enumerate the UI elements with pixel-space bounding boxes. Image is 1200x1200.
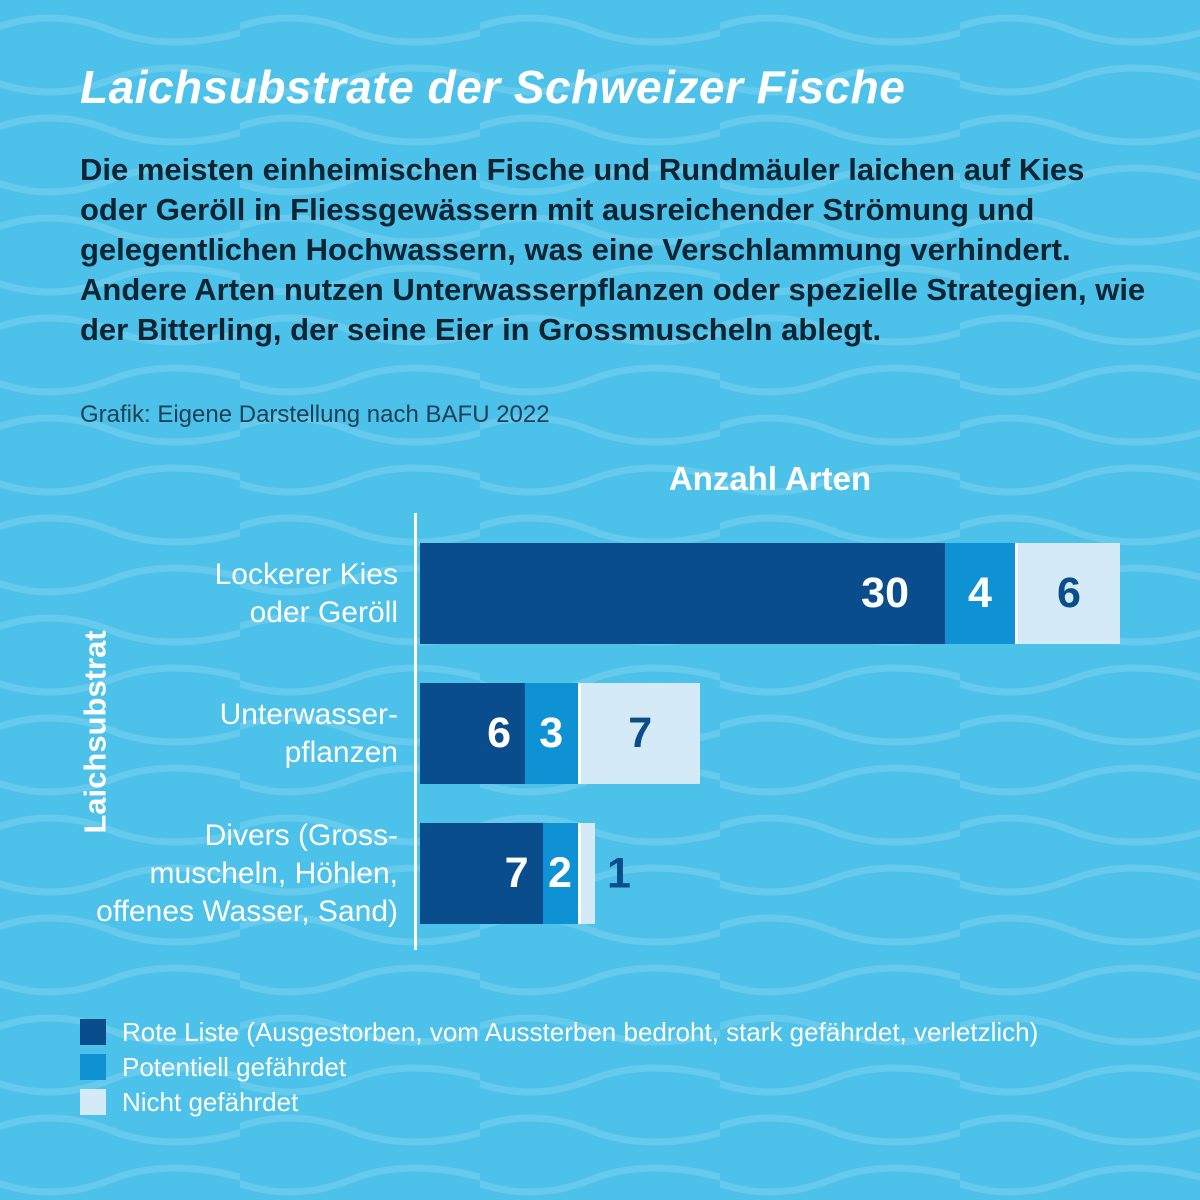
bar-segment: 30 [420, 543, 945, 644]
value-label-outside: 1 [607, 849, 631, 897]
legend-swatch [80, 1054, 106, 1080]
chart-row: Lockerer Kies oder Geröll 30 4 6 [0, 543, 1200, 644]
value-label: 4 [968, 569, 992, 617]
bar-segment [577, 823, 595, 924]
chart-row: Unterwasser- pflanzen 6 3 7 [0, 683, 1200, 784]
chart-row: Divers (Gross- muscheln, Höhlen, offenes… [0, 819, 1200, 928]
category-label: Divers (Gross- muscheln, Höhlen, offenes… [96, 818, 398, 928]
legend-item: Potentiell gefährdet [80, 1051, 1038, 1082]
legend-label: Potentiell gefährdet [122, 1051, 347, 1082]
legend-label: Rote Liste (Ausgestorben, vom Aussterben… [122, 1016, 1039, 1047]
stacked-bar: 30 4 6 [420, 543, 1120, 644]
bar-segment: 3 [525, 683, 578, 784]
category-label: Lockerer Kies oder Geröll [214, 557, 398, 629]
value-label: 2 [548, 849, 572, 897]
bar-segment: 7 [420, 823, 543, 924]
value-label: 7 [628, 709, 653, 757]
bar-segment: 2 [542, 823, 578, 924]
value-label: 3 [539, 709, 564, 757]
legend-item: Nicht gefährdet [80, 1086, 1038, 1117]
value-label: 6 [487, 709, 511, 757]
bar-segment: 6 [1015, 543, 1120, 644]
value-label: 6 [1057, 569, 1081, 617]
value-label: 7 [504, 849, 529, 897]
legend-label: Nicht gefährdet [122, 1086, 299, 1117]
legend-swatch [80, 1019, 106, 1045]
page-title: Laichsubstrate der Schweizer Fische [80, 61, 906, 113]
bar-segment: 7 [577, 683, 700, 784]
bar-segment: 6 [420, 683, 525, 784]
y-axis-line [414, 513, 417, 950]
x-axis-title: Anzahl Arten [668, 460, 872, 497]
value-label: 30 [861, 569, 909, 617]
intro-text: Die meisten einheimischen Fische und Run… [80, 152, 1146, 347]
bar-segment: 4 [945, 543, 1015, 644]
category-label: Unterwasser- pflanzen [219, 697, 398, 769]
legend-swatch [80, 1089, 106, 1115]
legend-item: Rote Liste (Ausgestorben, vom Aussterben… [80, 1016, 1039, 1047]
source-credit: Grafik: Eigene Darstellung nach BAFU 202… [80, 401, 550, 428]
chart-legend: Rote Liste (Ausgestorben, vom Aussterben… [80, 1016, 1039, 1124]
